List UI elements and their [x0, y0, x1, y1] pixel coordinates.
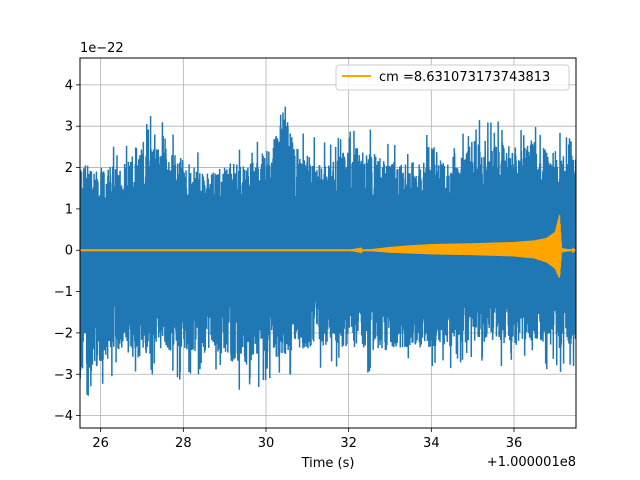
x-tick-label: 30 — [258, 436, 275, 451]
y-tick-label: −4 — [54, 409, 73, 424]
legend-label-template: cm =8.631073173743813 — [379, 70, 550, 85]
y-tick-label: 1 — [65, 202, 73, 217]
y-tick-label: 0 — [65, 244, 73, 259]
y-tick-label: 4 — [65, 78, 73, 93]
plot-area — [79, 57, 577, 429]
strain-noise-series — [80, 106, 576, 396]
x-tick-label: 28 — [175, 436, 192, 451]
x-tick-label: 34 — [423, 436, 440, 451]
y-tick-label: −2 — [54, 326, 73, 341]
y-tick-label: −3 — [54, 368, 73, 383]
y-tick-label: 3 — [65, 120, 73, 135]
x-tick-label: 36 — [506, 436, 523, 451]
x-offset-label: +1.000001e8 — [487, 455, 576, 470]
x-axis-label: Time (s) — [301, 456, 355, 471]
y-scale-label: 1e−22 — [80, 41, 124, 56]
legend-box — [335, 64, 570, 91]
y-tick-label: −1 — [54, 285, 73, 300]
x-tick-label: 32 — [340, 436, 357, 451]
legend: cm =8.631073173743813 — [335, 64, 570, 91]
x-tick-label: 26 — [92, 436, 109, 451]
y-tick-label: 2 — [65, 161, 73, 176]
